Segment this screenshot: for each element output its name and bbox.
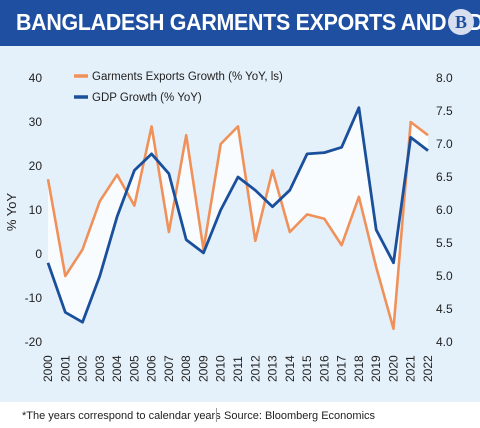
footnote: *The years correspond to calendar years (22, 410, 221, 422)
x-tick-label-2020: 2020 (386, 355, 400, 382)
x-tick-label-2012: 2012 (248, 355, 262, 382)
x-tick-label-2005: 2005 (127, 355, 141, 382)
fill-layer (48, 107, 428, 329)
x-tick-label-2001: 2001 (58, 355, 72, 382)
right-tick-label: 6.0 (436, 203, 453, 217)
x-tick-label-2010: 2010 (214, 355, 228, 382)
x-tick-label-2011: 2011 (231, 356, 245, 382)
left-tick-label: 0 (35, 247, 42, 261)
right-tick-label: 4.5 (436, 302, 453, 316)
source-note: Source: Bloomberg Economics (224, 410, 376, 422)
x-tick-label-2014: 2014 (283, 355, 297, 382)
x-tick-label-2007: 2007 (162, 355, 176, 382)
chart-footer: *The years correspond to calendar years … (0, 402, 480, 428)
x-tick-label-2006: 2006 (145, 355, 159, 382)
series-layer (46, 106, 429, 331)
between-series-fill (48, 107, 428, 329)
left-tick-label: 20 (29, 159, 43, 173)
x-tick-label-2002: 2002 (76, 355, 90, 382)
right-tick-label: 5.0 (436, 269, 453, 283)
x-tick-label-2009: 2009 (196, 355, 210, 382)
x-tick-label-2016: 2016 (317, 355, 331, 382)
x-tick-label-2018: 2018 (352, 355, 366, 382)
legend-label-exports: Garments Exports Growth (% YoY, ls) (92, 71, 283, 83)
x-tick-label-2019: 2019 (369, 355, 383, 382)
bloomberg-logo-icon: B (448, 9, 474, 35)
chart-title: BANGLADESH GARMENTS EXPORTS AND GDP (16, 9, 480, 35)
right-tick-label: 7.0 (436, 137, 453, 151)
left-tick-label: 40 (29, 71, 43, 85)
right-tick-label: 5.5 (436, 236, 453, 250)
x-tick-label-2021: 2021 (404, 355, 418, 382)
left-tick-label: 10 (29, 203, 43, 217)
x-tick-label-2000: 2000 (41, 355, 55, 382)
axes-layer: % YoY 40 30 20 10 0 -10 -20 8.0 7.5 7.0 6.5 6.0 5.5 5… (4, 71, 453, 349)
x-tick-label-2004: 2004 (110, 355, 124, 382)
right-tick-label: 4.0 (436, 335, 453, 349)
x-tick-label-2013: 2013 (266, 355, 280, 382)
left-axis-title: % YoY (4, 193, 19, 232)
right-tick-label: 8.0 (436, 71, 453, 85)
legend-layer: Garments Exports Growth (% YoY, ls) GDP … (74, 71, 283, 104)
x-tick-label-2008: 2008 (179, 355, 193, 382)
legend-label-gdp: GDP Growth (% YoY) (92, 92, 202, 104)
left-tick-label: 30 (29, 115, 43, 129)
chart-header: BANGLADESH GARMENTS EXPORTS AND GDP B (0, 0, 480, 46)
x-tick-label-2022: 2022 (421, 355, 435, 382)
x-tick-label-2017: 2017 (335, 355, 349, 382)
x-tick-label-2015: 2015 (300, 355, 314, 382)
left-tick-label: -10 (25, 291, 43, 305)
left-tick-label: -20 (25, 335, 43, 349)
right-tick-label: 7.5 (436, 104, 453, 118)
footer-divider (216, 408, 217, 422)
x-tick-layer: 2000 2001 2002 2003 2004 2005 2006 2007 2008 2009… (41, 355, 435, 382)
right-tick-label: 6.5 (436, 170, 453, 184)
x-tick-label-2003: 2003 (93, 355, 107, 382)
chart-svg: % YoY 403020100-10-208.07.57.06.56.05.55… (4, 71, 453, 382)
